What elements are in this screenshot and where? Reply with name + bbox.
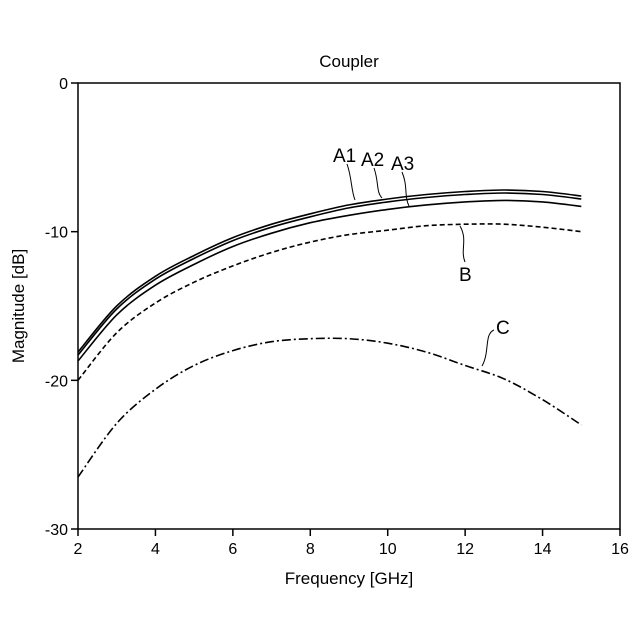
x-tick-label: 6 bbox=[228, 541, 237, 558]
leader-line-a1 bbox=[347, 164, 355, 200]
x-tick-label: 4 bbox=[151, 541, 160, 558]
x-axis-title: Frequency [GHz] bbox=[285, 569, 414, 588]
series-label-a2: A2 bbox=[361, 150, 384, 171]
y-tick-label: 0 bbox=[59, 76, 68, 93]
y-tick-label: -20 bbox=[45, 373, 68, 390]
x-tick-label: 12 bbox=[456, 541, 474, 558]
x-tick-label: 2 bbox=[74, 541, 83, 558]
series-label-b: B bbox=[459, 265, 472, 286]
y-axis: 0 -10 -20 -30 bbox=[45, 76, 78, 539]
series-line-c bbox=[78, 338, 581, 477]
y-axis-title: Magnitude [dB] bbox=[9, 249, 28, 363]
series-label-a1: A1 bbox=[333, 146, 356, 167]
series-label-a3: A3 bbox=[391, 154, 414, 175]
y-tick-label: -30 bbox=[45, 522, 68, 539]
x-tick-label: 10 bbox=[379, 541, 397, 558]
series-label-c: C bbox=[496, 318, 510, 339]
series-label-layer: A1A2 A3 B C bbox=[333, 146, 510, 366]
x-tick-label: 16 bbox=[611, 541, 629, 558]
leader-line-a2 bbox=[374, 168, 382, 198]
x-tick-label: 8 bbox=[306, 541, 315, 558]
leader-line-a3 bbox=[402, 172, 409, 206]
x-axis: 2 4 6 8 10 12 14 16 bbox=[74, 529, 629, 558]
series-line-b bbox=[78, 224, 581, 380]
leader-line-c bbox=[482, 330, 494, 366]
chart-title: Coupler bbox=[319, 52, 379, 71]
y-tick-label: -10 bbox=[45, 225, 68, 242]
leader-line-b bbox=[460, 226, 465, 262]
x-tick-label: 14 bbox=[534, 541, 552, 558]
